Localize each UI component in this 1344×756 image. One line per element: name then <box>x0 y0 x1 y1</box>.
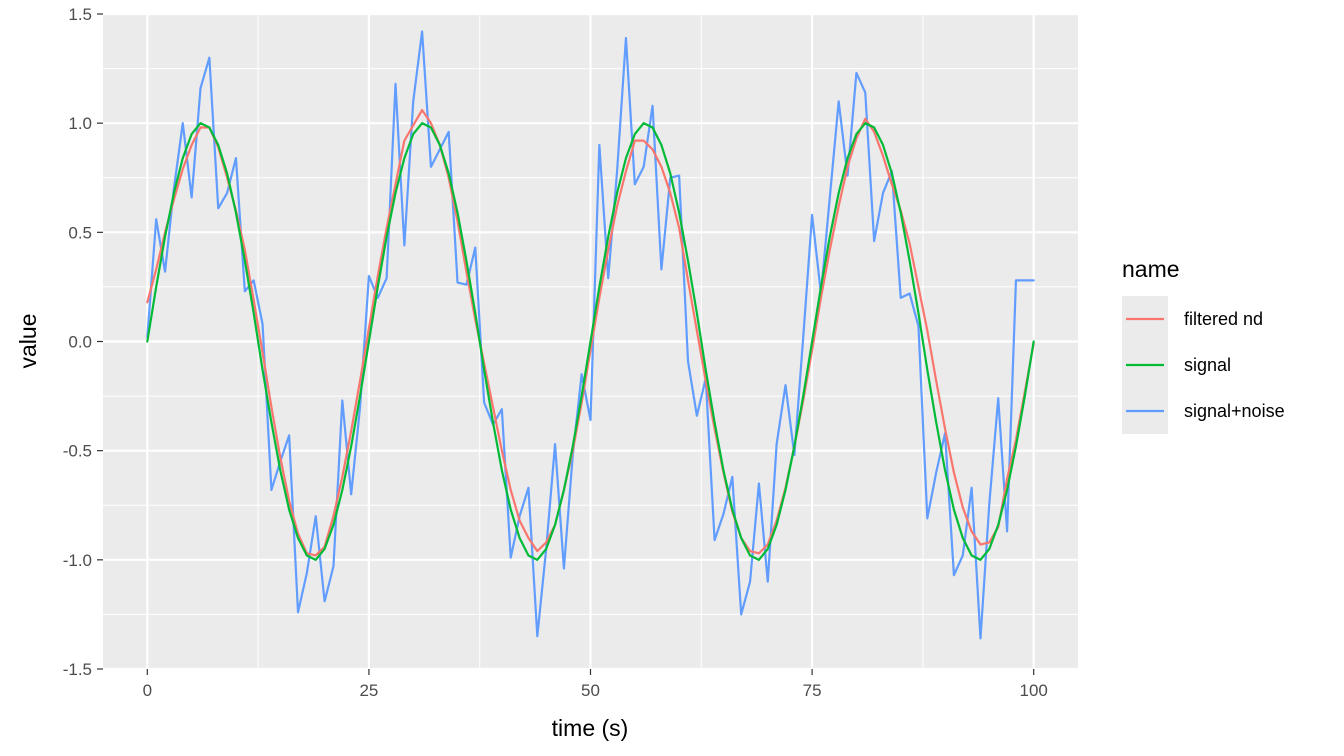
legend: name filtered nd signal signal+noise <box>1122 256 1285 434</box>
y-tick-label: 1.0 <box>68 114 92 133</box>
y-tick-label: -1.5 <box>63 660 92 679</box>
x-axis-title: time (s) <box>552 715 629 741</box>
y-tick-label: -1.0 <box>63 551 92 570</box>
x-tick-label: 50 <box>581 681 600 700</box>
x-tick-label: 75 <box>803 681 822 700</box>
series-line-signal-noise <box>146 30 1035 640</box>
legend-label-signal-noise: signal+noise <box>1184 401 1285 421</box>
series-line-filtered-nd <box>146 108 1035 557</box>
y-tick-labels: -1.5 -1.0 -0.5 0.0 0.5 1.0 1.5 <box>63 5 92 679</box>
x-tick-label: 0 <box>143 681 152 700</box>
y-tick-label: -0.5 <box>63 442 92 461</box>
y-tick-label: 1.5 <box>68 5 92 24</box>
legend-label-signal: signal <box>1184 355 1231 375</box>
legend-title: name <box>1122 256 1180 282</box>
legend-label-filtered-nd: filtered nd <box>1184 309 1263 329</box>
x-tick-labels: 0 25 50 75 100 <box>143 681 1048 700</box>
axis-ticks <box>97 13 1035 675</box>
y-tick-label: 0.5 <box>68 223 92 242</box>
series-lines <box>146 30 1035 640</box>
y-tick-label: 0.0 <box>68 333 92 352</box>
legend-items: filtered nd signal signal+noise <box>1122 296 1285 434</box>
y-axis-title: value <box>15 314 41 369</box>
x-tick-label: 100 <box>1019 681 1047 700</box>
x-tick-label: 25 <box>359 681 378 700</box>
series-line-signal <box>146 122 1035 561</box>
